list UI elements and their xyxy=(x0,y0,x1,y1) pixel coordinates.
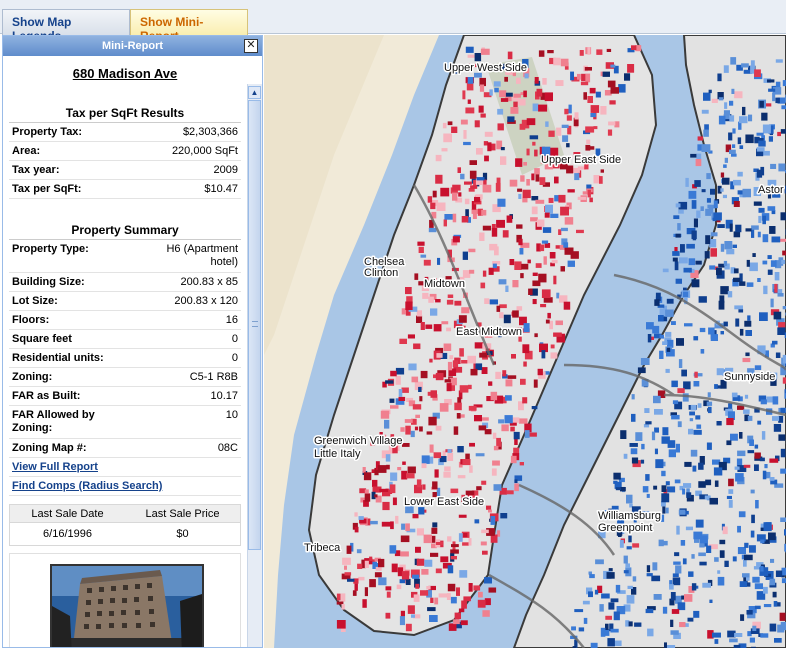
tab-show-map-legends[interactable]: Show Map Legends xyxy=(2,9,130,43)
scroll-thumb[interactable] xyxy=(248,100,261,550)
summary-row: Property Type: H6 (Apartment hotel) xyxy=(9,240,241,273)
building-photo[interactable] xyxy=(50,564,204,647)
summary-row: FAR Allowed by Zoning: 10 xyxy=(9,406,241,439)
summary-row: Square feet 0 xyxy=(9,330,241,349)
summary-row: Residential units: 0 xyxy=(9,349,241,368)
scroll-up-icon[interactable]: ▲ xyxy=(248,86,261,99)
map-label: Upper West Side xyxy=(444,62,527,74)
sale-date-value: 6/16/1996 xyxy=(43,528,92,540)
map-label: East Midtown xyxy=(456,326,522,338)
tax-row: Tax year: 2009 xyxy=(9,161,241,180)
summary-section-title: Property Summary xyxy=(9,223,241,240)
tab-bar: Show Map Legends Show Mini-Report xyxy=(0,0,786,43)
photo-frame xyxy=(9,553,241,647)
mini-report-panel: Mini-Report ✕ ▲ 680 Madison Ave Tax per … xyxy=(2,35,263,648)
map-label: Astor xyxy=(758,184,784,196)
summary-row: Building Size: 200.83 x 85 xyxy=(9,273,241,292)
map-label: Little Italy xyxy=(314,448,361,460)
summary-row: Floors: 16 xyxy=(9,311,241,330)
map-label: Chelsea xyxy=(364,256,405,268)
map-label: Sunnyside xyxy=(724,371,775,383)
sale-date-header: Last Sale Date xyxy=(31,508,104,520)
map-label: Midtown xyxy=(424,278,465,290)
view-full-report-link[interactable]: View Full Report xyxy=(9,458,241,477)
map-label: Greenwich Village xyxy=(314,435,402,447)
find-comps-link[interactable]: Find Comps (Radius Search) xyxy=(9,477,241,496)
map-label: Tribeca xyxy=(304,542,341,554)
sales-table: Last Sale Date Last Sale Price 6/16/1996… xyxy=(9,504,241,546)
map-view[interactable]: Upper West Side Upper East Side Astor Chels… xyxy=(264,35,786,648)
sale-price-value: $0 xyxy=(176,528,189,540)
report-content: 680 Madison Ave Tax per SqFt Results Pro… xyxy=(9,56,241,647)
summary-row: FAR as Built: 10.17 xyxy=(9,387,241,406)
sale-price-header: Last Sale Price xyxy=(145,508,220,520)
tax-row: Tax per SqFt: $10.47 xyxy=(9,180,241,199)
summary-row: Zoning Map #: 08C xyxy=(9,439,241,458)
close-icon[interactable]: ✕ xyxy=(244,39,258,53)
summary-row: Zoning: C5-1 R8B xyxy=(9,368,241,387)
tax-row: Area: 220,000 SqFt xyxy=(9,142,241,161)
map-label: Williamsburg xyxy=(598,510,661,522)
tax-section-title: Tax per SqFt Results xyxy=(9,106,241,123)
map-label: Upper East Side xyxy=(541,154,621,166)
panel-title: Mini-Report xyxy=(3,36,262,56)
tab-show-mini-report[interactable]: Show Mini-Report xyxy=(130,9,248,43)
map-label: Clinton xyxy=(364,267,398,279)
property-address: 680 Madison Ave xyxy=(72,66,178,81)
map-label: Greenpoint xyxy=(598,522,652,534)
summary-row: Lot Size: 200.83 x 120 xyxy=(9,292,241,311)
tax-row: Property Tax: $2,303,366 xyxy=(9,123,241,142)
map-label: Lower East Side xyxy=(404,496,484,508)
